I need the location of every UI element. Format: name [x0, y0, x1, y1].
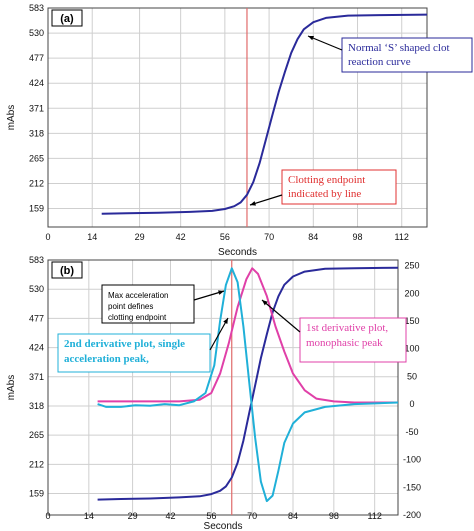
y-tick-label: 530 — [29, 284, 44, 294]
series-line-pink — [97, 267, 398, 404]
arrow-2nd-derivative-head — [223, 318, 228, 324]
annotation-1st-derivative-box — [299, 317, 407, 363]
y-tick-label: 212 — [29, 178, 44, 188]
y-tick-label: 424 — [29, 343, 44, 353]
annotation-1st-derivative-text: monophasic peak — [306, 337, 383, 349]
y2-tick-label: -150 — [403, 482, 421, 492]
panel-label-box — [51, 261, 83, 279]
x-tick-label: 29 — [128, 511, 138, 521]
x-tick-label: 84 — [308, 232, 318, 242]
plot-frame — [47, 259, 399, 516]
annotation-max-acceleration-text: Max acceleration — [108, 291, 168, 300]
arrow-clotting-endpoint-head — [250, 201, 256, 206]
arrow-1st-derivative — [261, 299, 301, 333]
x-tick-label: 0 — [45, 511, 50, 521]
x-tick-label: 84 — [288, 511, 298, 521]
y-tick-label: 424 — [29, 78, 44, 88]
y-tick-label: 212 — [29, 459, 44, 469]
x-axis-title: Seconds — [218, 247, 257, 258]
series-line-navy — [101, 13, 428, 215]
annotation-clotting-endpoint-box — [281, 169, 397, 205]
annotation-clotting-endpoint-text: Clotting endpoint — [288, 174, 365, 186]
y-tick-label: 318 — [29, 401, 44, 411]
annotation-2nd-derivative-text: 2nd derivative plot, single — [64, 338, 185, 350]
arrow-normal-s-curve-head — [308, 35, 314, 41]
y-tick-label: 477 — [29, 53, 44, 63]
x-tick-label: 56 — [220, 232, 230, 242]
annotation-max-acceleration-box — [101, 284, 195, 324]
x-tick-label: 70 — [247, 511, 257, 521]
y-tick-label: 265 — [29, 430, 44, 440]
x-tick-label: 112 — [367, 511, 381, 521]
panel-label-box — [51, 9, 83, 27]
annotation-normal-s-curve-box — [341, 37, 473, 73]
x-tick-label: 42 — [176, 232, 186, 242]
arrow-1st-derivative-head — [262, 300, 268, 306]
y2-tick-label: 150 — [404, 316, 419, 326]
y-tick-label: 477 — [29, 313, 44, 323]
series-line-navy — [97, 266, 399, 501]
annotation-2nd-derivative-box — [57, 333, 211, 373]
y-tick-label: 530 — [29, 28, 44, 38]
x-tick-label: 56 — [206, 511, 216, 521]
x-tick-label: 98 — [329, 511, 339, 521]
arrow-clotting-endpoint — [249, 194, 283, 206]
y2-tick-label: 250 — [404, 261, 419, 271]
y-tick-label: 318 — [29, 128, 44, 138]
y-tick-label: 583 — [29, 3, 44, 13]
x-tick-label: 0 — [45, 232, 50, 242]
y2-tick-label: 0 — [409, 399, 414, 409]
chart-panel-b: 0 14 29 42 56 70 84 98 112 583 530 477 424 371 318 265 2… — [6, 255, 421, 531]
annotation-clotting-endpoint-text: indicated by line — [288, 188, 361, 200]
annotation-normal-s-curve-text: reaction curve — [348, 56, 411, 68]
annotation-2nd-derivative-text: acceleration peak, — [64, 353, 149, 365]
y2-tick-label: 100 — [404, 344, 419, 354]
panel-label: (a) — [60, 13, 74, 25]
y-axis-title: mAbs — [6, 105, 17, 131]
x-tick-label: 112 — [395, 232, 409, 242]
x-tick-label: 29 — [135, 232, 145, 242]
annotation-max-acceleration-text: clotting endpoint — [108, 313, 167, 322]
arrow-max-acceleration-head — [218, 290, 224, 295]
y-axis-title: mAbs — [6, 375, 17, 401]
y-tick-label: 583 — [29, 255, 44, 265]
y-tick-label: 159 — [29, 204, 44, 214]
x-tick-label: 98 — [353, 232, 363, 242]
x-tick-label: 14 — [84, 511, 94, 521]
y-tick-label: 159 — [29, 489, 44, 499]
x-tick-label: 14 — [87, 232, 97, 242]
plot-frame — [47, 7, 428, 228]
y2-tick-label: 200 — [404, 288, 419, 298]
annotation-normal-s-curve-text: Normal ‘S’ shaped clot — [348, 42, 450, 54]
y-tick-label: 265 — [29, 153, 44, 163]
y-tick-label: 371 — [29, 372, 44, 382]
x-tick-label: 70 — [264, 232, 274, 242]
x-axis-title: Seconds — [204, 521, 243, 531]
x-tick-label: 42 — [165, 511, 175, 521]
panel-label: (b) — [60, 265, 74, 277]
series-line-cyan — [97, 267, 399, 503]
arrow-2nd-derivative — [209, 317, 229, 351]
annotation-1st-derivative-text: 1st derivative plot, — [306, 322, 388, 334]
arrow-normal-s-curve — [307, 35, 343, 51]
y2-tick-label: -100 — [403, 455, 421, 465]
annotation-max-acceleration-text: point defines — [108, 302, 153, 311]
y-tick-label: 371 — [29, 103, 44, 113]
y2-tick-label: -200 — [403, 510, 421, 520]
y2-tick-label: 50 — [407, 371, 417, 381]
y2-tick-label: -50 — [405, 427, 418, 437]
